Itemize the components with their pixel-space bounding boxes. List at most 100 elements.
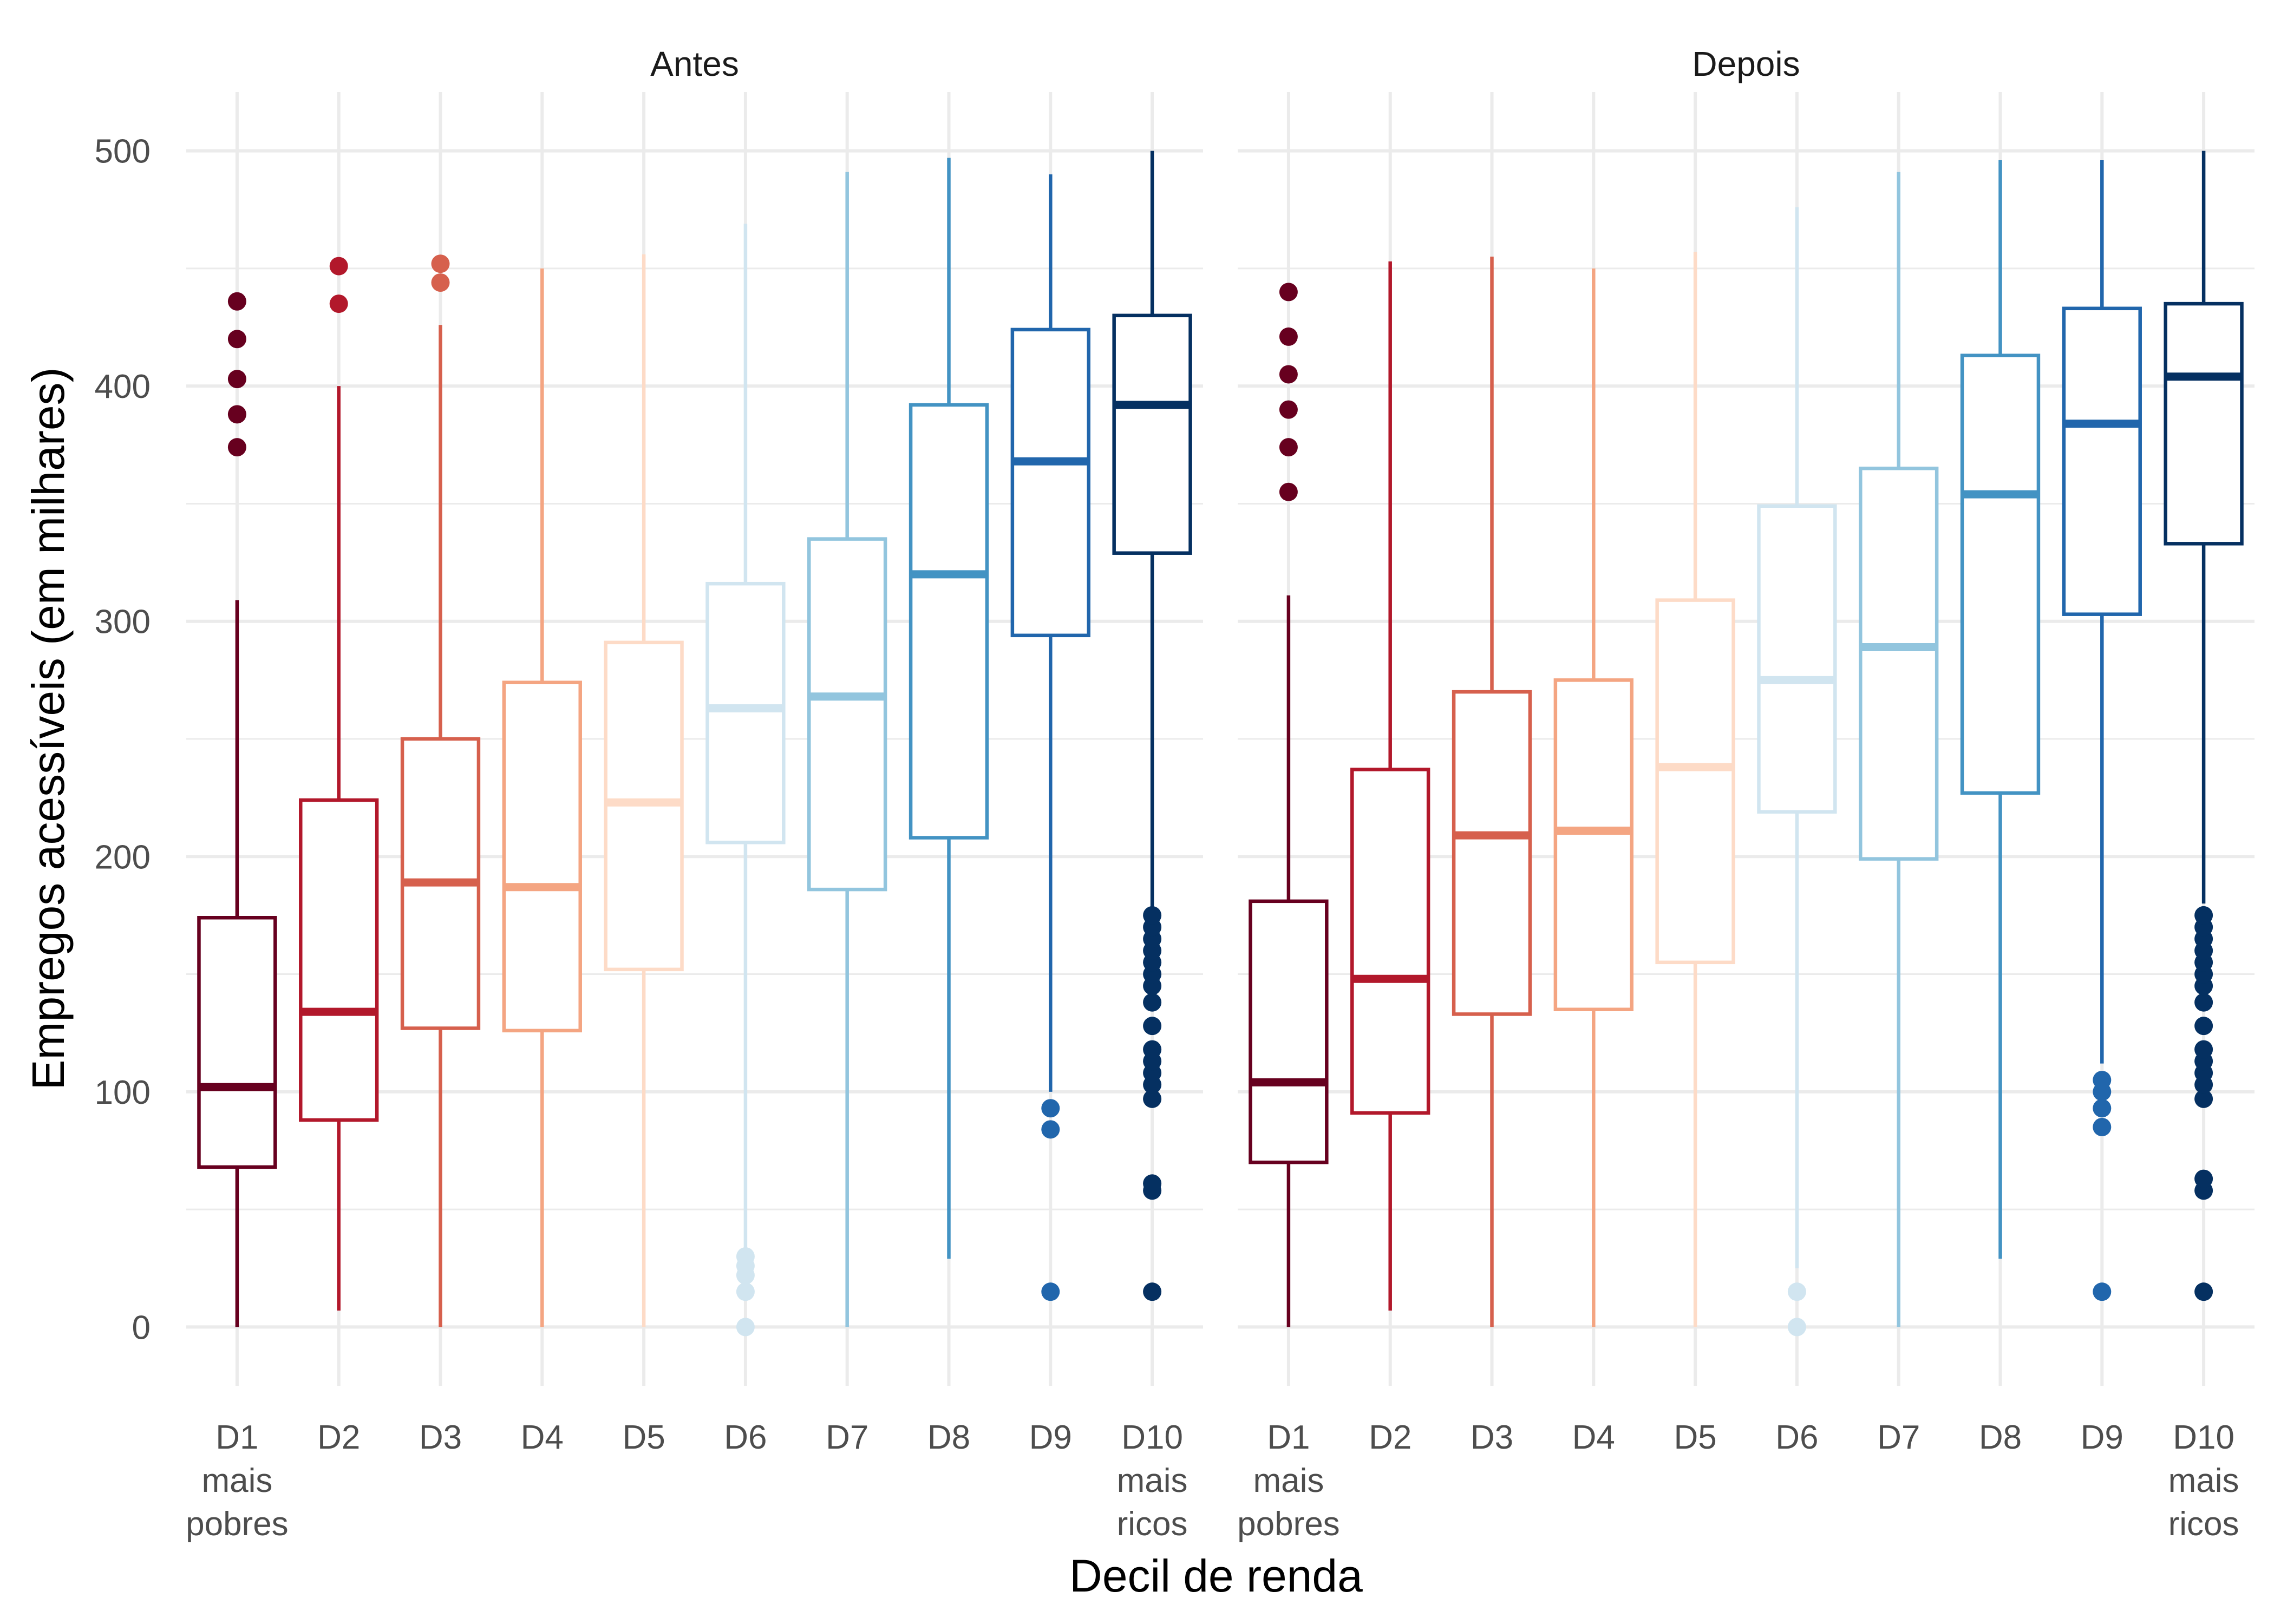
- box-d10: [1112, 150, 1192, 1301]
- x-tick-label: D3: [419, 1419, 462, 1456]
- box-d6: [705, 224, 786, 1337]
- x-tick-label: D4: [521, 1419, 564, 1456]
- outlier-point: [1279, 438, 1298, 457]
- box-d1: [197, 292, 277, 1327]
- outlier-point: [1143, 1017, 1162, 1036]
- box-d5: [1655, 252, 1735, 1327]
- x-tick-label: D8: [1979, 1419, 2022, 1456]
- box-d10: [2164, 150, 2244, 1301]
- x-tick-label: D5: [1674, 1419, 1716, 1456]
- outlier-point: [1041, 1282, 1060, 1301]
- outlier-point: [1143, 1040, 1162, 1059]
- x-tick-label: D4: [1572, 1419, 1615, 1456]
- x-tick-label: D1 mais pobres: [1237, 1419, 1340, 1543]
- outlier-point: [2093, 1099, 2112, 1118]
- x-tick-label-line: mais: [1253, 1462, 1324, 1499]
- iqr-box: [1350, 768, 1430, 1115]
- outlier-point: [2093, 1071, 2112, 1090]
- x-tick-label-line: D10: [2173, 1419, 2234, 1456]
- outlier-point: [2194, 906, 2213, 925]
- y-tick-label: 0: [132, 1309, 151, 1346]
- outlier-point: [1279, 283, 1298, 302]
- outlier-point: [2194, 1089, 2213, 1108]
- x-tick-label: D6: [724, 1419, 767, 1456]
- box-d8: [909, 158, 989, 1259]
- outlier-point: [2093, 1118, 2112, 1136]
- outlier-point: [431, 254, 450, 273]
- x-tick-label-line: D6: [724, 1419, 767, 1456]
- outlier-point: [227, 330, 246, 349]
- outlier-point: [2194, 1282, 2213, 1301]
- x-tick-label-line: D7: [1877, 1419, 1920, 1456]
- x-tick-label-line: D10: [1121, 1419, 1183, 1456]
- outlier-point: [736, 1318, 755, 1337]
- box-d2: [1350, 261, 1430, 1311]
- outlier-point: [1279, 365, 1298, 384]
- x-tick-label-line: D8: [927, 1419, 970, 1456]
- y-tick-label: 300: [95, 604, 151, 641]
- x-tick-label-line: mais: [201, 1462, 272, 1499]
- iqr-box: [1010, 328, 1090, 638]
- x-tick-label: D9: [2081, 1419, 2123, 1456]
- outlier-point: [227, 438, 246, 457]
- outlier-point: [1041, 1099, 1060, 1118]
- x-tick-label-line: ricos: [1117, 1505, 1188, 1543]
- outlier-point: [227, 370, 246, 389]
- outlier-point: [2194, 993, 2213, 1012]
- x-tick-label-line: ricos: [2168, 1505, 2239, 1543]
- x-tick-label-line: D4: [521, 1419, 564, 1456]
- box-d2: [299, 257, 379, 1311]
- panel-grids: [186, 92, 2255, 1386]
- outlier-point: [227, 292, 246, 311]
- box-d9: [1010, 174, 1090, 1301]
- iqr-box: [1112, 313, 1192, 555]
- outlier-point: [1041, 1120, 1060, 1139]
- outlier-point: [736, 1282, 755, 1301]
- box-d7: [807, 172, 887, 1327]
- box-d5: [604, 254, 684, 1327]
- y-axis-title: Empregos acessíveis (em milhares): [23, 367, 74, 1090]
- box-d4: [1553, 268, 1633, 1327]
- box-d8: [1960, 160, 2041, 1259]
- x-tick-label-line: D9: [2081, 1419, 2123, 1456]
- x-tick-label: D2: [1369, 1419, 1412, 1456]
- y-tick-label: 100: [95, 1074, 151, 1111]
- x-tick-label-line: D1: [1267, 1419, 1310, 1456]
- outlier-point: [329, 257, 348, 276]
- outlier-point: [2194, 1169, 2213, 1188]
- x-tick-label-line: D5: [1674, 1419, 1716, 1456]
- x-tick-label-line: D6: [1775, 1419, 1818, 1456]
- outlier-point: [1143, 1174, 1162, 1193]
- box-d7: [1859, 172, 1939, 1327]
- outlier-point: [1143, 1282, 1162, 1301]
- x-tick-label-line: mais: [1117, 1462, 1188, 1499]
- x-tick-label-line: mais: [2168, 1462, 2239, 1499]
- x-tick-label-line: pobres: [186, 1505, 289, 1543]
- x-axis-title: Decil de renda: [1069, 1550, 1363, 1601]
- iqr-box: [1655, 598, 1735, 965]
- x-tick-label-line: D7: [826, 1419, 868, 1456]
- x-tick-label-line: D5: [622, 1419, 665, 1456]
- iqr-box: [197, 916, 277, 1169]
- iqr-box: [502, 680, 582, 1033]
- tick-labels: 0 100 200 300 400 500 D1 mais pobres D2 D3 D4 D5 D6 D7…: [95, 133, 2239, 1543]
- plot-marks: [197, 150, 2244, 1337]
- iqr-box: [705, 581, 786, 844]
- outlier-point: [1143, 906, 1162, 925]
- x-tick-label-line: D8: [1979, 1419, 2022, 1456]
- box-d6: [1757, 207, 1837, 1337]
- y-tick-label: 200: [95, 839, 151, 876]
- iqr-box: [909, 403, 989, 840]
- panel-title: Antes: [650, 44, 739, 83]
- box-d3: [400, 254, 481, 1327]
- x-tick-label-line: D9: [1029, 1419, 1072, 1456]
- x-tick-label: D10 mais ricos: [1117, 1419, 1188, 1543]
- outlier-point: [2194, 1017, 2213, 1036]
- outlier-point: [736, 1247, 755, 1266]
- outlier-point: [1279, 482, 1298, 501]
- y-tick-label: 400: [95, 368, 151, 405]
- x-tick-label-line: D3: [419, 1419, 462, 1456]
- outlier-point: [1143, 1089, 1162, 1108]
- x-tick-label-line: pobres: [1237, 1505, 1340, 1543]
